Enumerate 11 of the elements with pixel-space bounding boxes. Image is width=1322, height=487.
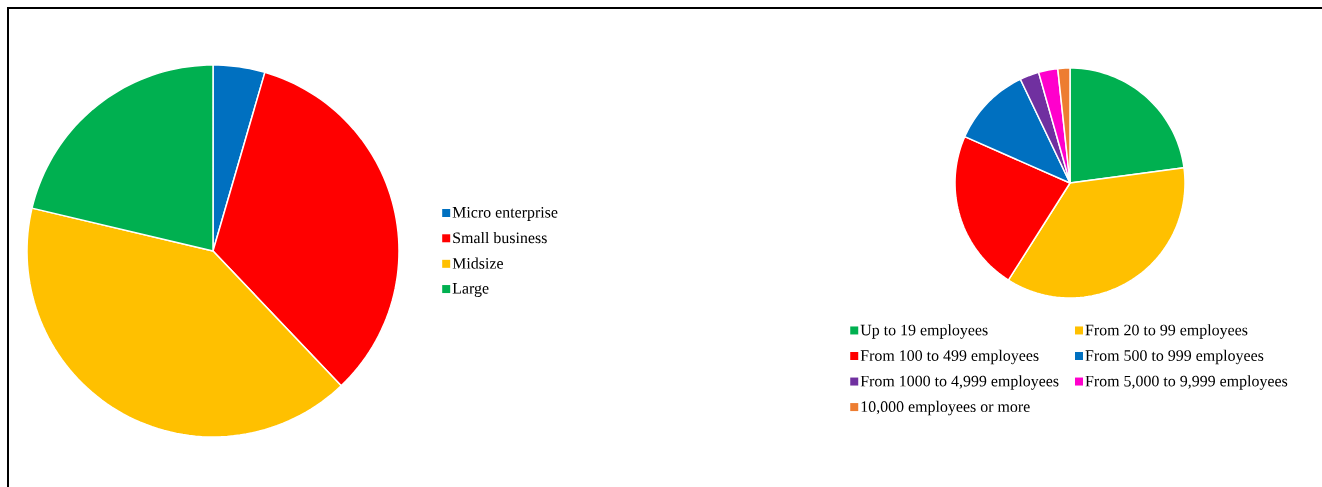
legend-label: From 1000 to 4,999 employees: [860, 375, 1059, 390]
legend-label: From 20 to 99 employees: [1085, 324, 1248, 339]
legend-label: Large: [452, 283, 489, 297]
legend-label: Small business: [453, 232, 547, 244]
legend-label: From 500 to 999 employees: [1085, 349, 1264, 365]
legend-label: Midsize: [452, 257, 503, 269]
legend-label: From 5,000 to 9,999 employees: [1085, 375, 1288, 390]
legend-label: Micro enterprise: [452, 206, 558, 221]
legend-label: From 100 to 499 employees: [860, 349, 1039, 365]
legend-label: 10,000 employees or more: [861, 400, 1030, 416]
legend-label: Up to 19 employees: [860, 324, 988, 339]
